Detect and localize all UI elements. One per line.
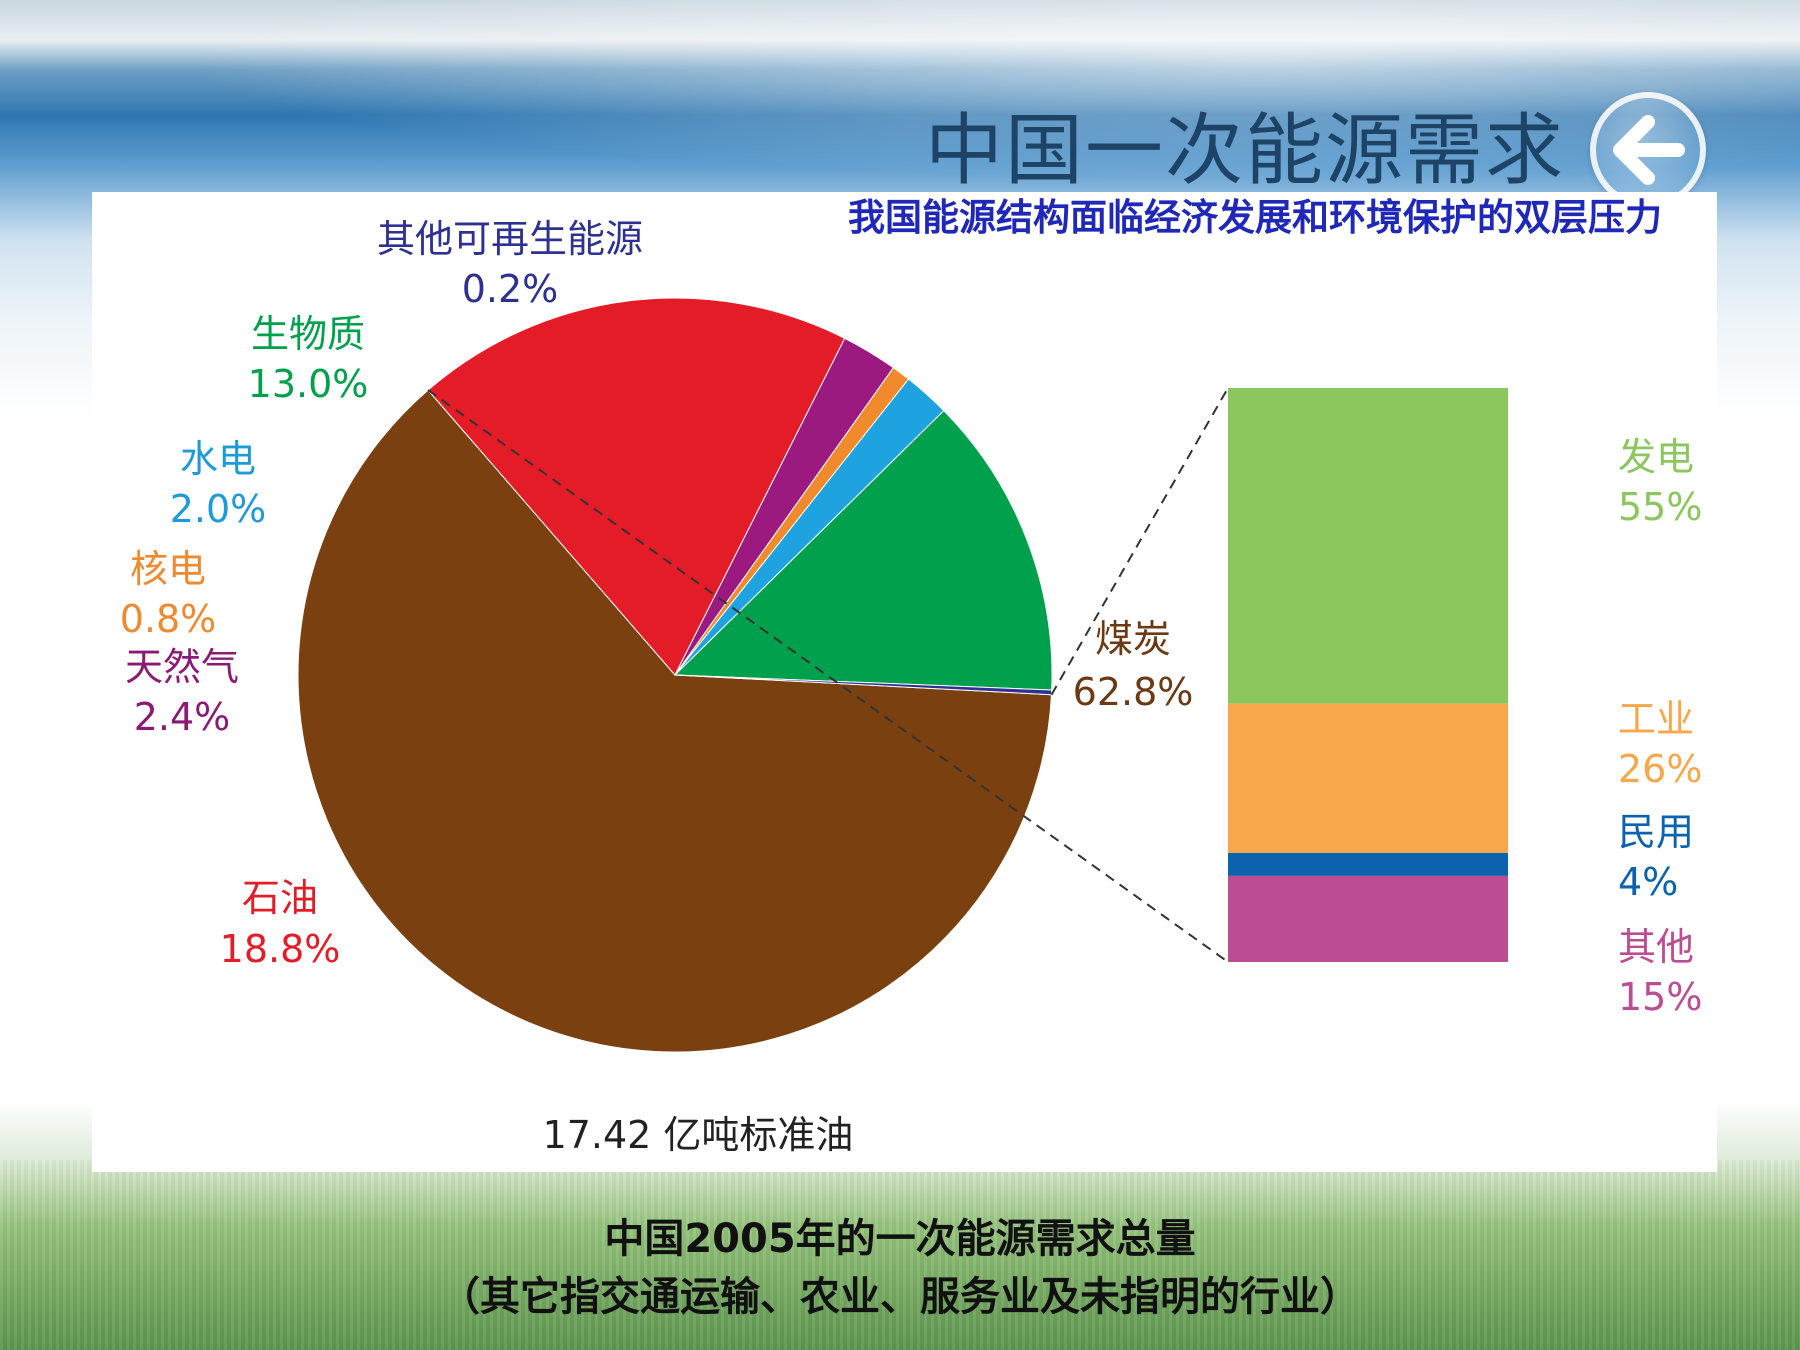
bar-segment-label: 发电 — [1618, 435, 1694, 479]
pie-slice-value: 13.0% — [248, 362, 369, 406]
bar-segment-value: 15% — [1618, 975, 1702, 1019]
pie-slice-label: 核电 — [130, 547, 206, 591]
caption-line-1: 中国2005年的一次能源需求总量 — [604, 1216, 1196, 1262]
pie-slice-label: 煤炭 — [1095, 617, 1171, 661]
back-arrow-icon — [1613, 115, 1685, 185]
bar-segment-value: 4% — [1618, 860, 1678, 904]
pie-slice-label: 天然气 — [125, 645, 239, 689]
pie-slice-label: 生物质 — [251, 312, 365, 356]
caption-line-2: （其它指交通运输、农业、服务业及未指明的行业） — [440, 1274, 1360, 1320]
caption: 中国2005年的一次能源需求总量 （其它指交通运输、农业、服务业及未指明的行业） — [0, 1210, 1800, 1326]
pie-slice-label: 水电 — [180, 437, 256, 481]
pie-slice — [674, 674, 1053, 696]
back-button[interactable] — [1590, 92, 1706, 208]
pie-slice-value: 0.2% — [462, 267, 559, 311]
bar-segment-value: 26% — [1618, 747, 1702, 791]
stacked-bar-segment — [1228, 388, 1508, 704]
pie-slice-value: 2.0% — [170, 487, 267, 531]
pie-slice-value: 18.8% — [220, 927, 341, 971]
pie-slice — [427, 297, 846, 676]
pie-slice-value: 2.4% — [134, 695, 231, 739]
bar-segment-value: 55% — [1618, 485, 1702, 529]
slide-subtitle: 我国能源结构面临经济发展和环境保护的双层压力 — [848, 196, 1662, 239]
bar-segment-label: 工业 — [1618, 697, 1694, 741]
stacked-bar-segment — [1228, 875, 1508, 962]
pie-slice — [673, 409, 1053, 691]
bar-segment-label: 民用 — [1618, 810, 1694, 854]
pie-slice-value: 0.8% — [120, 597, 217, 641]
pie-slice — [297, 389, 1053, 1053]
stacked-bar-segment — [1228, 703, 1508, 853]
connector-line-bottom — [427, 389, 1229, 963]
stacked-bar-segment — [1228, 852, 1508, 876]
pie-slice-label: 石油 — [242, 876, 318, 920]
sky-background — [0, 0, 1800, 200]
total-label: 17.42 亿吨标准油 — [543, 1113, 854, 1157]
connector-line-top — [1050, 387, 1229, 696]
grass-background — [0, 1160, 1800, 1350]
pie-slice-label: 其他可再生能源 — [377, 217, 643, 261]
pie-slice-value: 62.8% — [1073, 670, 1194, 714]
bar-segment-label: 其他 — [1618, 925, 1694, 969]
